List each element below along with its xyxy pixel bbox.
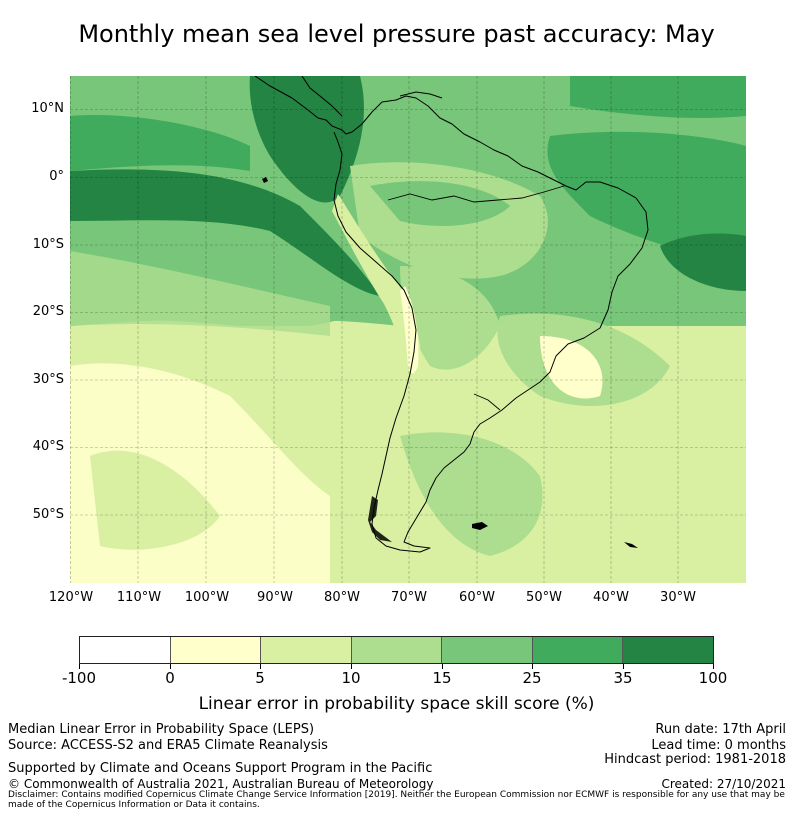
created-date: Created: 27/10/2021 bbox=[661, 777, 786, 791]
coastline-caribbean bbox=[399, 91, 443, 99]
map-title: Monthly mean sea level pressure past acc… bbox=[78, 20, 715, 48]
coastline-central-america bbox=[301, 76, 343, 117]
lon-label: 70°W bbox=[391, 590, 427, 605]
lat-label: 40°S bbox=[32, 439, 64, 454]
south-georgia-island bbox=[624, 542, 638, 548]
lon-label: 90°W bbox=[257, 590, 293, 605]
lon-label: 40°W bbox=[593, 590, 629, 605]
field-east-band bbox=[630, 402, 746, 496]
chile-fjords bbox=[368, 496, 392, 542]
colorbar-segment bbox=[623, 637, 714, 663]
skill-map-svg bbox=[70, 76, 746, 583]
colorbar-label: Linear error in probability space skill … bbox=[198, 694, 595, 714]
field-mid-west-light bbox=[70, 251, 330, 336]
footer-source: Source: ACCESS-S2 and ERA5 Climate Reana… bbox=[8, 738, 328, 753]
lon-label: 110°W bbox=[116, 590, 162, 605]
field-north-band bbox=[70, 115, 250, 171]
colorbar-tick-label: 0 bbox=[165, 669, 175, 687]
lon-label: 30°W bbox=[660, 590, 696, 605]
colorbar-tick bbox=[351, 664, 352, 669]
field-atlantic bbox=[547, 131, 746, 266]
lat-label: 0° bbox=[49, 169, 64, 184]
field-continent-mid bbox=[400, 266, 500, 370]
colorbar bbox=[79, 636, 714, 664]
colorbar-segment bbox=[351, 637, 443, 663]
run-date: Run date: 17th April bbox=[655, 722, 786, 737]
field-dark-atlantic bbox=[660, 233, 746, 291]
lat-label: 10°S bbox=[32, 237, 64, 252]
field-patch-s bbox=[400, 432, 543, 556]
colorbar-tick bbox=[260, 664, 261, 669]
river-plata bbox=[473, 393, 501, 411]
skill-map bbox=[70, 76, 746, 583]
hindcast-period: Hindcast period: 1981-2018 bbox=[604, 752, 786, 767]
colorbar-tick-label: 25 bbox=[522, 669, 542, 687]
colorbar-segment bbox=[170, 637, 262, 663]
field-dark-pacific bbox=[70, 169, 380, 296]
colorbar-segment bbox=[442, 637, 533, 663]
colorbar-tick-label: 5 bbox=[255, 669, 265, 687]
colorbar-tick-label: 10 bbox=[341, 669, 361, 687]
lat-label: 20°S bbox=[32, 304, 64, 319]
disclaimer: Disclaimer: Contains modified Copernicus… bbox=[8, 790, 785, 810]
footer-copyright: © Commonwealth of Australia 2021, Austra… bbox=[8, 777, 434, 791]
colorbar-tick bbox=[170, 664, 171, 669]
colorbar-tick-label: 15 bbox=[432, 669, 452, 687]
field-dark-north bbox=[249, 76, 364, 203]
lon-label: 120°W bbox=[48, 590, 94, 605]
colorbar-segment bbox=[80, 637, 171, 663]
colorbar-segment bbox=[261, 637, 352, 663]
lat-label: 10°N bbox=[31, 101, 64, 116]
coastline-south-america bbox=[254, 76, 649, 553]
falkland-islands bbox=[472, 522, 488, 530]
colorbar-tick-label: -100 bbox=[61, 669, 97, 687]
colorbar-tick bbox=[79, 664, 80, 669]
colorbar-tick bbox=[713, 664, 714, 669]
galapagos-islands bbox=[262, 177, 268, 183]
field-pale-se bbox=[540, 336, 603, 399]
field-patch-sw bbox=[90, 450, 220, 550]
lon-label: 80°W bbox=[324, 590, 360, 605]
lon-label: 60°W bbox=[459, 590, 495, 605]
lat-label: 50°S bbox=[32, 507, 64, 522]
field-continent-patch bbox=[370, 181, 510, 226]
lat-label: 30°S bbox=[32, 372, 64, 387]
colorbar-segment bbox=[532, 637, 624, 663]
footer-support: Supported by Climate and Oceans Support … bbox=[8, 761, 433, 776]
colorbar-tick-label: 35 bbox=[613, 669, 633, 687]
footer-method: Median Linear Error in Probability Space… bbox=[8, 722, 315, 737]
lead-time: Lead time: 0 months bbox=[651, 738, 786, 753]
field-atlantic-north bbox=[570, 76, 746, 118]
colorbar-tick-label: 100 bbox=[698, 669, 728, 687]
lon-label: 100°W bbox=[184, 590, 230, 605]
colorbar-tick bbox=[532, 664, 533, 669]
lon-label: 50°W bbox=[526, 590, 562, 605]
colorbar-tick bbox=[442, 664, 443, 669]
colorbar-tick bbox=[623, 664, 624, 669]
river-amazon bbox=[387, 185, 565, 203]
